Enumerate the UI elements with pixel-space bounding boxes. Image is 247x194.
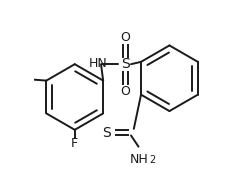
Text: 2: 2	[149, 156, 155, 165]
Text: O: O	[121, 85, 130, 98]
Text: HN: HN	[89, 57, 107, 70]
Text: F: F	[71, 137, 78, 150]
Text: O: O	[121, 30, 130, 43]
Text: NH: NH	[130, 153, 149, 166]
Text: S: S	[121, 57, 130, 71]
Text: S: S	[102, 126, 110, 140]
